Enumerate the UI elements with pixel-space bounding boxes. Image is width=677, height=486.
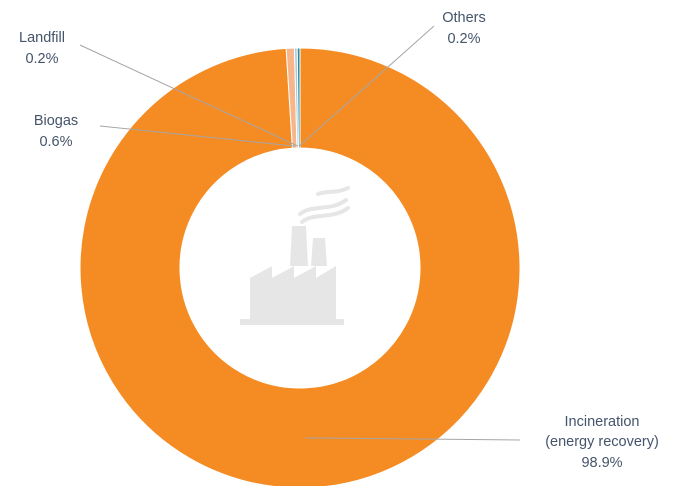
label-others: Others 0.2% <box>442 10 486 47</box>
label-biogas: Biogas 0.6% <box>34 113 78 150</box>
label-incineration: Incineration (energy recovery) 98.9% <box>545 414 659 471</box>
leader-line-others <box>298 25 435 147</box>
leader-lines <box>79 25 521 441</box>
slice-incineration <box>79 47 521 486</box>
label-incineration-value: 98.9% <box>581 455 622 471</box>
factory-icon <box>240 186 350 325</box>
label-landfill-name: Landfill <box>19 30 65 46</box>
label-biogas-value: 0.6% <box>39 134 72 150</box>
label-landfill: Landfill 0.2% <box>19 30 65 67</box>
leader-line-biogas <box>99 125 295 147</box>
leader-line-landfill <box>79 44 298 147</box>
label-others-value: 0.2% <box>447 31 480 47</box>
label-biogas-name: Biogas <box>34 113 78 129</box>
label-landfill-value: 0.2% <box>25 51 58 67</box>
donut-slices <box>79 47 521 486</box>
label-others-name: Others <box>442 10 486 26</box>
label-incineration-line1: Incineration <box>565 414 640 430</box>
label-incineration-line2: (energy recovery) <box>545 434 659 450</box>
slice-others <box>296 47 301 149</box>
leader-line-incineration <box>305 437 521 441</box>
